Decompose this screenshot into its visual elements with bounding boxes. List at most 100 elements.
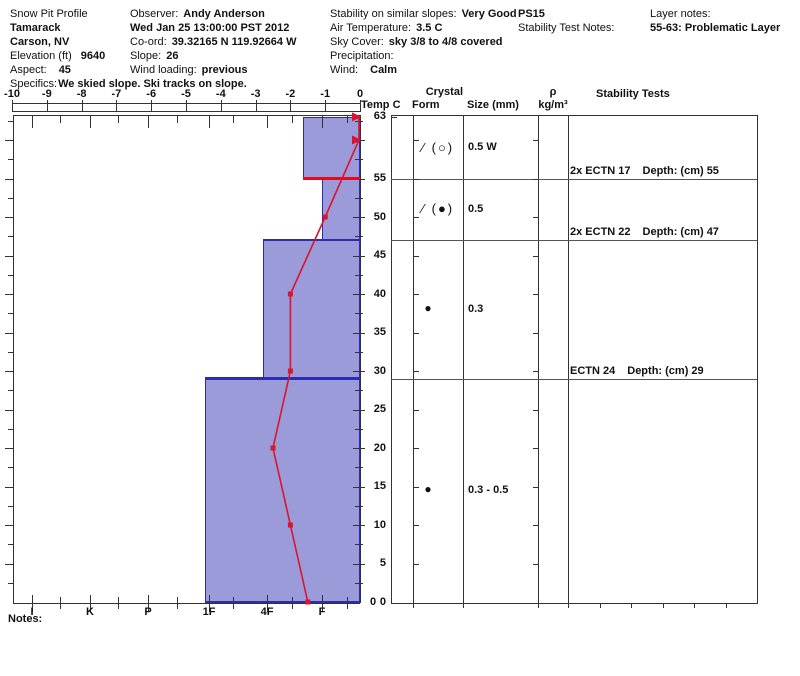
form-column-tick [413,486,419,488]
slope-field: Slope: 26 [130,50,179,62]
temp-axis-label: -1 [320,88,331,100]
crystal-form-symbol: ∕ (●) [421,201,455,217]
temp-axis-label: -5 [181,88,191,100]
size-column-tick [532,140,538,141]
size-column-header: Size (mm) [467,99,519,111]
table-bottom-tick [694,603,695,608]
depth-axis-label: 63 [373,110,386,123]
temp-axis-tick [220,100,222,112]
size-column-tick [532,255,538,257]
depth-tick-left [5,563,13,565]
size-column-tick [532,178,538,180]
table-column-line [757,115,758,604]
stability-test-label: ECTN 24 Depth: (cm) 29 [570,365,704,377]
depth-axis-label: 35 [373,326,386,338]
hardness-tick-bottom [322,595,323,612]
hardness-axis-label: K [86,606,94,618]
hardness-tick-bottom [148,595,149,612]
grain-size-value: 0.5 [468,202,484,215]
layer-bar [322,178,360,241]
size-column-tick [532,525,538,526]
grain-size-value: 0.3 - 0.5 [468,483,509,496]
stability-test-label: 2x ECTN 22 Depth: (cm) 47 [570,226,719,238]
layer-bar [205,378,360,602]
depth-axis-label: 50 [373,210,386,223]
temp-axis-line-bottom [12,111,360,112]
hardness-axis-label: I [30,606,34,618]
temp-axis-label: -4 [215,88,226,100]
elevation-field: Elevation (ft) 9640 [10,50,106,62]
table-layer-boundary-line [391,240,757,242]
size-column-tick [532,563,538,565]
hardness-tick-bottom [32,595,33,612]
depth-tick-left [8,467,13,469]
site-title: Snow Pit Profile [10,8,88,20]
depth-tick-left [5,409,13,411]
form-column-header: Form [412,99,440,111]
depth-tick-left [5,332,13,334]
temp-axis-tick [255,100,257,112]
layer-boundary [263,238,360,241]
depth-tick-left [8,428,13,430]
depth-tick-right [355,197,363,199]
hardness-minor-tick-bottom [118,597,119,609]
depth-tick-left [8,274,13,276]
layer-notes-value: 55-63: Problematic Layer [650,22,781,34]
temp-axis-tick [116,100,118,112]
temp-axis-tick [12,100,13,112]
datetime-field: Wed Jan 25 13:00:00 PST 2012 [130,22,290,34]
depth-tick-left [5,371,13,372]
table-layer-boundary-line [391,178,757,180]
depth-tick-left [8,313,13,315]
size-column-tick [532,486,538,488]
depth-tick-right [355,274,363,276]
depth-tick-left [8,197,13,199]
table-bottom-tick [538,603,539,608]
site-name: Tamarack [10,22,61,34]
depth-tick-right [355,467,363,469]
stability-test-depth: Depth: (cm) 29 [627,364,704,377]
size-column-tick [532,217,538,218]
depth-axis-label: 15 [373,480,386,492]
stability-field: Stability on similar slopes: Very Good [330,8,517,20]
size-column-tick [532,409,538,411]
form-column-tick [413,255,419,257]
depth-tick-right [355,505,363,507]
layer-bar [303,116,360,179]
form-column-tick [413,525,419,526]
temp-axis-label: -8 [76,88,87,100]
hardness-tick-bottom [90,595,91,612]
table-column-line [538,115,539,604]
table-bottom-tick [413,603,414,608]
form-column-tick [413,563,419,565]
air-temp-field: Air Temperature: 3.5 C [330,22,443,34]
table-bottom-tick [568,603,569,608]
depth-tick-left [8,582,13,584]
depth-tick-right [355,582,363,584]
temp-axis-label: -10 [4,88,20,100]
chart-right-border [359,115,361,603]
depth-tick-right [355,428,363,430]
hardness-tick-top [32,115,33,128]
depth-tick-left [5,140,13,141]
form-column-tick [413,332,419,334]
wind-field: Wind: Calm [330,64,398,76]
size-column-tick [532,371,538,372]
table-bottom-tick [663,603,664,608]
depth-axis-zero-label: 0 [370,596,377,608]
table-bottom-tick [631,603,632,608]
chart-bottom-border [13,602,360,604]
site-location: Carson, NV [10,36,70,48]
depth-axis-label: 55 [373,172,386,184]
table-bottom-tick [463,603,464,608]
hardness-tick-top [209,115,210,128]
crystal-column-header: Crystal [425,86,463,98]
temp-axis-label: -9 [41,88,52,100]
hardness-minor-tick-bottom [233,597,234,609]
hardness-axis-label: 1F [202,606,216,618]
temp-axis-label: 0 [356,88,364,100]
temp-axis-label: -3 [250,88,261,100]
depth-tick-left [5,217,13,218]
depth-tick-right [355,313,363,315]
